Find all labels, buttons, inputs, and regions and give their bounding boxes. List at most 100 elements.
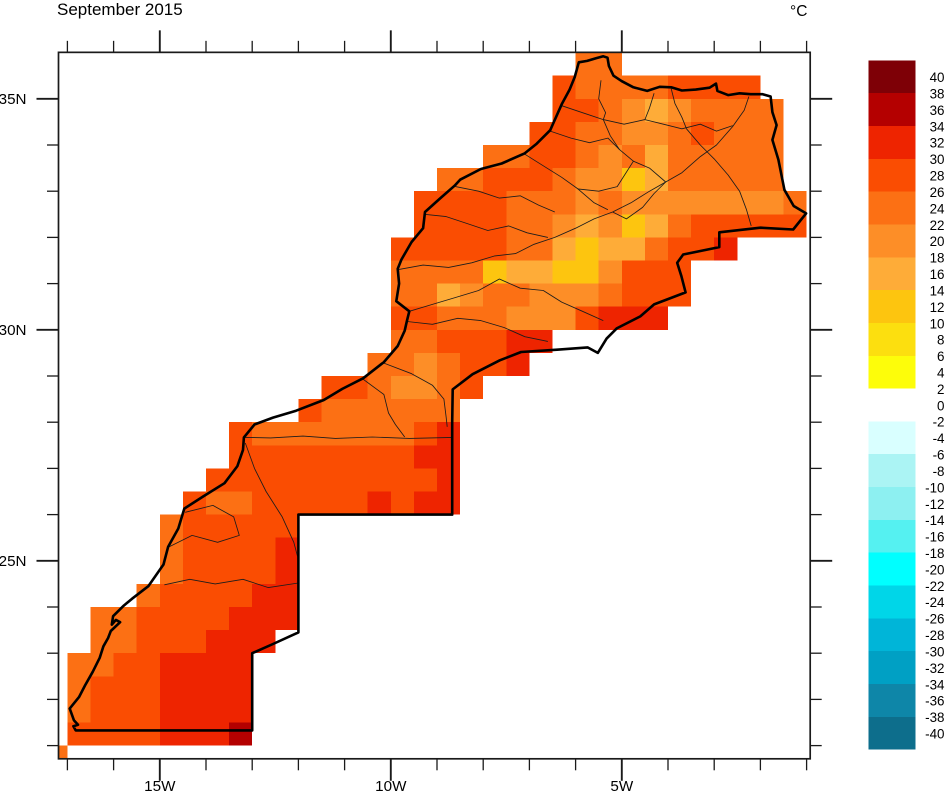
map-cell — [691, 237, 715, 261]
colorbar-tick-label: -32 — [925, 661, 944, 676]
map-cell — [298, 399, 322, 423]
map-cell — [113, 722, 137, 746]
map-cell — [252, 560, 276, 584]
colorbar-tick-label: -34 — [925, 677, 945, 692]
map-cell — [575, 168, 599, 192]
map-cell — [460, 168, 484, 192]
map-cell — [575, 145, 599, 169]
map-cell — [252, 514, 276, 538]
map-cell — [552, 191, 576, 215]
map-cell — [413, 329, 437, 353]
map-cell — [229, 491, 253, 515]
map-cell — [552, 283, 576, 307]
map-cell — [668, 168, 692, 192]
map-cell — [552, 75, 576, 99]
map-cell — [136, 676, 160, 700]
map-cell — [460, 376, 484, 400]
map-cell — [668, 98, 692, 122]
map-cell — [159, 583, 183, 607]
map-cell — [229, 560, 253, 584]
colorbar: 4038363432302826242220181614121086420-2-… — [868, 60, 945, 750]
map-cell — [413, 237, 437, 261]
map-cell — [483, 306, 507, 330]
map-cell — [483, 329, 507, 353]
map-cell — [483, 168, 507, 192]
admin-boundary-line — [686, 128, 752, 227]
map-cell — [644, 191, 668, 215]
map-cell — [413, 422, 437, 446]
map-cell — [483, 237, 507, 261]
map-cell — [506, 306, 530, 330]
colorbar-class-swatch — [868, 651, 916, 684]
map-cell — [760, 214, 784, 238]
map-cell — [229, 722, 253, 746]
map-cell — [691, 145, 715, 169]
map-cell — [483, 352, 507, 376]
map-cell — [275, 445, 299, 469]
map-cell — [691, 191, 715, 215]
admin-boundary-line — [243, 435, 453, 439]
colorbar-class-swatch — [868, 93, 916, 127]
map-cell — [413, 306, 437, 330]
admin-boundary-line — [406, 317, 548, 342]
map-cell — [529, 145, 553, 169]
map-cell — [321, 468, 345, 492]
x-axis-label: 5W — [610, 778, 633, 795]
map-cell — [252, 607, 276, 631]
map-cell — [136, 653, 160, 677]
colorbar-tick-label: 16 — [930, 267, 945, 282]
map-cell — [506, 168, 530, 192]
admin-boundary-line — [244, 442, 298, 557]
map-cell — [390, 445, 414, 469]
colorbar-tick-label: -26 — [925, 612, 944, 627]
map-cell — [298, 468, 322, 492]
map-cell — [367, 422, 391, 446]
map-cell — [460, 306, 484, 330]
admin-boundaries — [164, 80, 752, 589]
map-cell — [737, 121, 761, 145]
map-cell — [598, 260, 622, 284]
map-cell — [598, 283, 622, 307]
map-cell — [206, 653, 230, 677]
admin-boundary-line — [397, 96, 750, 271]
map-cell — [206, 491, 230, 515]
map-cell — [737, 191, 761, 215]
map-cell — [575, 191, 599, 215]
map-cell — [552, 306, 576, 330]
colorbar-class-swatch — [868, 454, 916, 488]
x-axis-label: 15W — [144, 778, 176, 795]
admin-boundary-line — [362, 378, 406, 438]
map-cell — [344, 445, 368, 469]
map-cell — [575, 214, 599, 238]
admin-boundary-line — [561, 105, 733, 132]
colorbar-tick-label: 20 — [930, 234, 945, 249]
map-cell — [275, 422, 299, 446]
map-cell — [113, 630, 137, 654]
map-cell — [691, 214, 715, 238]
map-cell — [437, 491, 461, 515]
colorbar-tick-label: -4 — [933, 431, 945, 446]
map-cell — [575, 121, 599, 145]
map-cell — [644, 145, 668, 169]
map-cell — [437, 329, 461, 353]
map-cell — [621, 306, 645, 330]
map-cell — [552, 214, 576, 238]
map-cell — [182, 699, 206, 723]
colorbar-tick-label: 24 — [930, 201, 945, 216]
map-cell — [483, 260, 507, 284]
map-cell — [437, 422, 461, 446]
map-cell — [90, 653, 114, 677]
map-cell — [206, 722, 230, 746]
colorbar-class-swatch — [868, 158, 916, 192]
map-cell — [182, 537, 206, 561]
colorbar-tick-label: -30 — [925, 645, 944, 660]
map-cell — [598, 237, 622, 261]
map-cell — [483, 145, 507, 169]
map-cell — [598, 145, 622, 169]
colorbar-tick-label: 10 — [930, 316, 945, 331]
map-cell — [529, 260, 553, 284]
map-cell — [437, 237, 461, 261]
map-cell — [252, 445, 276, 469]
admin-boundary-line — [550, 130, 620, 150]
map-cell — [529, 121, 553, 145]
